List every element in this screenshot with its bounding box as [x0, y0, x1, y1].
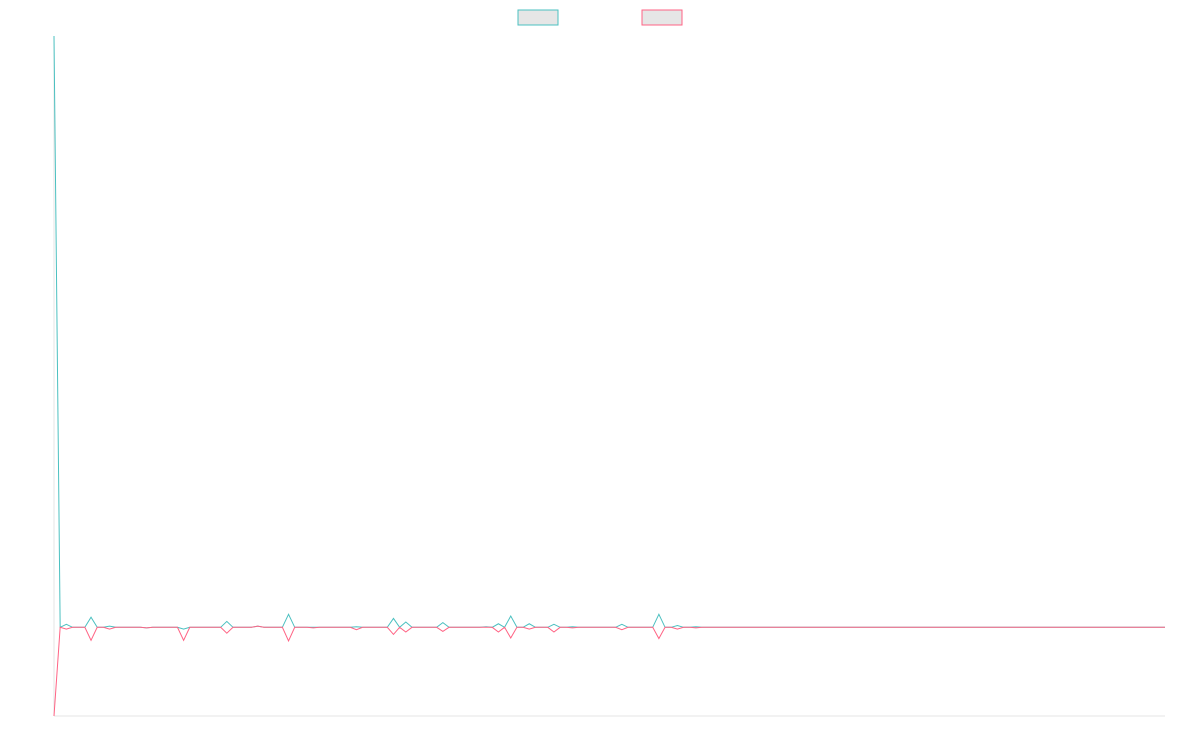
series-line — [53, 35, 1165, 630]
legend-swatch[interactable] — [641, 9, 683, 26]
legend-swatch[interactable] — [517, 9, 559, 26]
series-line — [53, 625, 1165, 717]
